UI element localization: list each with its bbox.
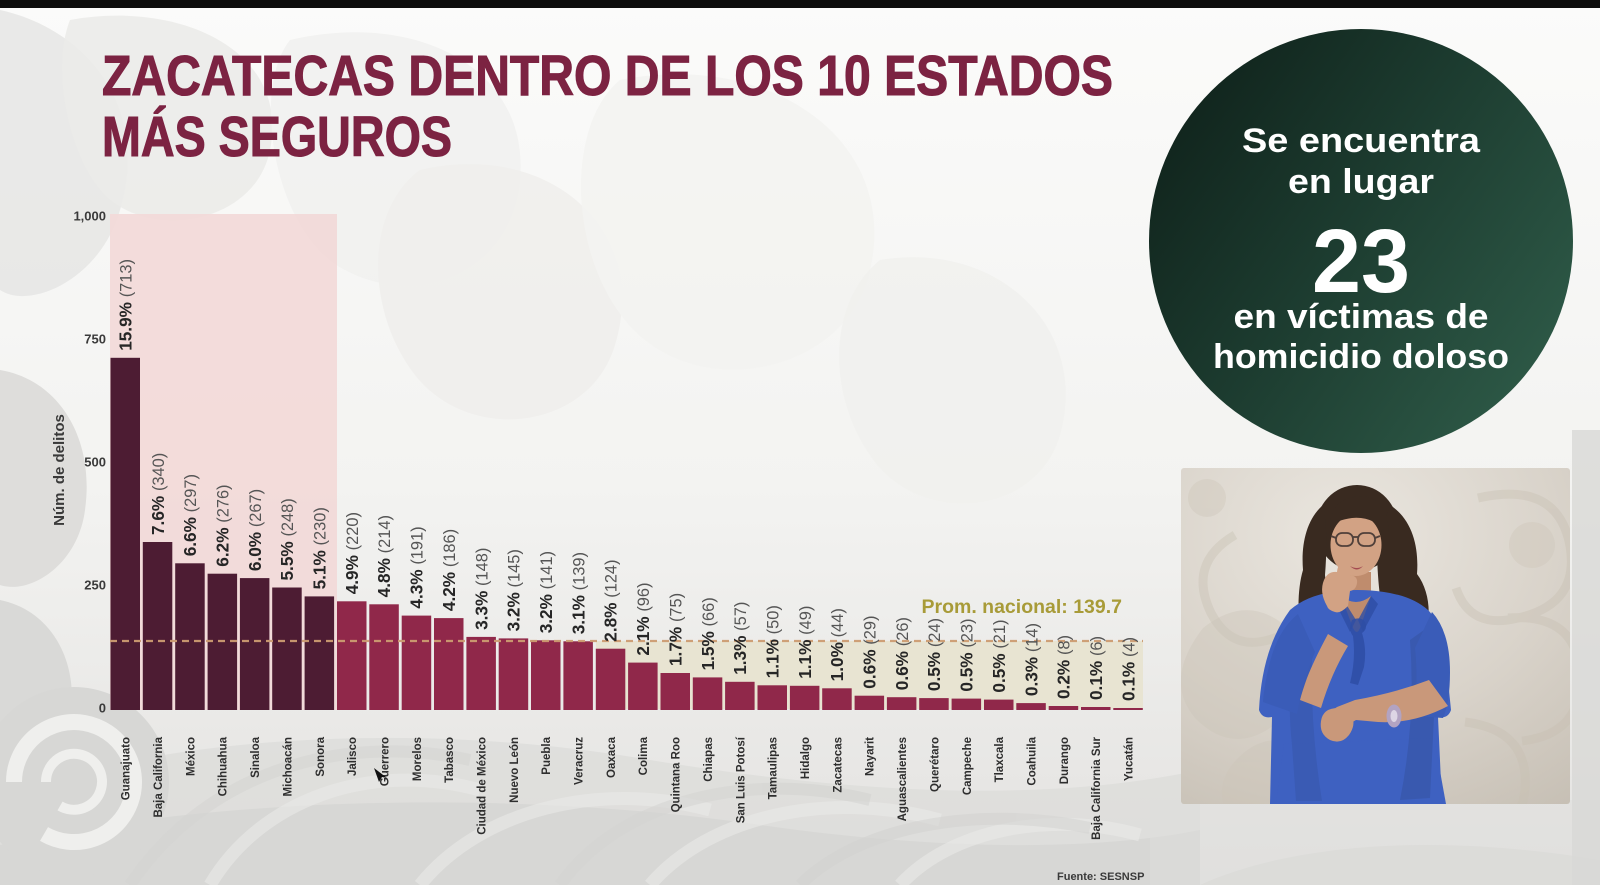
svg-text:1.7% (75): 1.7% (75) <box>665 593 685 666</box>
svg-text:Colima: Colima <box>638 736 650 775</box>
svg-text:4.9% (220): 4.9% (220) <box>342 512 362 594</box>
svg-text:Campeche: Campeche <box>962 737 974 795</box>
svg-text:Baja California: Baja California <box>153 736 165 817</box>
svg-text:0.6% (29): 0.6% (29) <box>860 616 880 689</box>
svg-text:500: 500 <box>84 455 106 470</box>
svg-text:MÁS SEGUROS: MÁS SEGUROS <box>102 105 452 169</box>
svg-text:Querétaro: Querétaro <box>929 737 941 792</box>
svg-text:San Luis Potosí: San Luis Potosí <box>735 736 747 823</box>
svg-text:750: 750 <box>84 332 106 347</box>
svg-text:1.1% (50): 1.1% (50) <box>763 605 783 678</box>
svg-text:1.5% (66): 1.5% (66) <box>698 597 718 670</box>
svg-text:4.8% (214): 4.8% (214) <box>374 515 394 597</box>
svg-text:0.5% (23): 0.5% (23) <box>957 618 977 691</box>
svg-text:Michoacán: Michoacán <box>282 737 294 796</box>
svg-text:0.1% (4): 0.1% (4) <box>1118 637 1138 701</box>
svg-text:Ciudad de México: Ciudad de México <box>477 737 489 835</box>
svg-text:Chihuahua: Chihuahua <box>218 736 230 796</box>
svg-text:0.3% (14): 0.3% (14) <box>1021 623 1041 696</box>
svg-text:Durango: Durango <box>1059 737 1071 784</box>
svg-text:homicidio doloso: homicidio doloso <box>1213 338 1509 376</box>
svg-text:Sonora: Sonora <box>315 736 327 776</box>
svg-text:2.1% (96): 2.1% (96) <box>633 582 653 655</box>
svg-text:6.2% (276): 6.2% (276) <box>213 484 233 566</box>
svg-text:5.5% (248): 5.5% (248) <box>277 498 297 580</box>
svg-text:1,000: 1,000 <box>73 209 106 224</box>
svg-text:Oaxaca: Oaxaca <box>606 736 618 778</box>
svg-text:Yucatán: Yucatán <box>1124 737 1136 781</box>
svg-text:5.1% (230): 5.1% (230) <box>310 507 330 589</box>
svg-text:2.8% (124): 2.8% (124) <box>601 559 621 641</box>
svg-text:Baja California Sur: Baja California Sur <box>1091 736 1103 839</box>
svg-text:Veracruz: Veracruz <box>574 737 586 785</box>
svg-text:Guerrero: Guerrero <box>379 737 391 786</box>
svg-text:Puebla: Puebla <box>541 736 553 774</box>
svg-text:0.1% (6): 0.1% (6) <box>1086 636 1106 700</box>
svg-text:Tabasco: Tabasco <box>444 737 456 783</box>
svg-text:3.2% (141): 3.2% (141) <box>536 551 556 633</box>
svg-text:en víctimas de: en víctimas de <box>1234 298 1489 336</box>
svg-text:Hidalgo: Hidalgo <box>800 737 812 779</box>
svg-text:4.3% (191): 4.3% (191) <box>407 526 427 608</box>
svg-text:Núm. de delitos: Núm. de delitos <box>51 414 68 526</box>
svg-text:3.2% (145): 3.2% (145) <box>504 549 524 631</box>
svg-text:Jalisco: Jalisco <box>347 737 359 776</box>
svg-text:0: 0 <box>99 701 106 716</box>
svg-text:Nayarit: Nayarit <box>865 737 877 776</box>
svg-text:3.3% (148): 3.3% (148) <box>471 548 491 630</box>
svg-text:7.6% (340): 7.6% (340) <box>148 453 168 535</box>
svg-text:0.6% (26): 0.6% (26) <box>892 617 912 690</box>
svg-text:0.2% (8): 0.2% (8) <box>1054 635 1074 699</box>
svg-text:1.1% (49): 1.1% (49) <box>795 606 815 679</box>
svg-text:México: México <box>185 737 197 776</box>
svg-text:250: 250 <box>84 578 106 593</box>
svg-text:0.5% (24): 0.5% (24) <box>924 618 944 691</box>
svg-text:Tlaxcala: Tlaxcala <box>994 736 1006 782</box>
svg-text:Nuevo León: Nuevo León <box>509 737 521 803</box>
svg-text:6.6% (297): 6.6% (297) <box>180 474 200 556</box>
svg-text:Prom. nacional: 139.7: Prom. nacional: 139.7 <box>922 596 1123 618</box>
svg-text:3.1% (139): 3.1% (139) <box>568 552 588 634</box>
svg-text:Se encuentra: Se encuentra <box>1242 122 1481 160</box>
svg-text:15.9% (713): 15.9% (713) <box>115 259 135 351</box>
svg-text:Guanajuato: Guanajuato <box>121 737 133 800</box>
svg-text:1.0% (44): 1.0% (44) <box>827 608 847 681</box>
svg-text:Zacatecas: Zacatecas <box>832 737 844 793</box>
svg-text:Morelos: Morelos <box>412 737 424 781</box>
svg-text:4.2% (186): 4.2% (186) <box>439 529 459 611</box>
svg-text:Quintana Roo: Quintana Roo <box>671 737 683 812</box>
svg-text:6.0% (267): 6.0% (267) <box>245 489 265 571</box>
svg-text:Sinaloa: Sinaloa <box>250 736 262 778</box>
svg-text:Fuente: SESNSP: Fuente: SESNSP <box>1057 871 1144 883</box>
svg-text:Aguascalientes: Aguascalientes <box>897 737 909 821</box>
svg-text:1.3% (57): 1.3% (57) <box>730 602 750 675</box>
svg-text:Chiapas: Chiapas <box>703 737 715 782</box>
svg-text:Coahuila: Coahuila <box>1027 736 1039 785</box>
svg-text:0.5% (21): 0.5% (21) <box>989 619 1009 692</box>
svg-text:ZACATECAS DENTRO DE LOS 10 EST: ZACATECAS DENTRO DE LOS 10 ESTADOS <box>102 44 1113 108</box>
svg-text:Tamaulipas: Tamaulipas <box>768 737 780 799</box>
svg-text:23: 23 <box>1312 212 1410 312</box>
svg-text:en lugar: en lugar <box>1288 163 1434 201</box>
